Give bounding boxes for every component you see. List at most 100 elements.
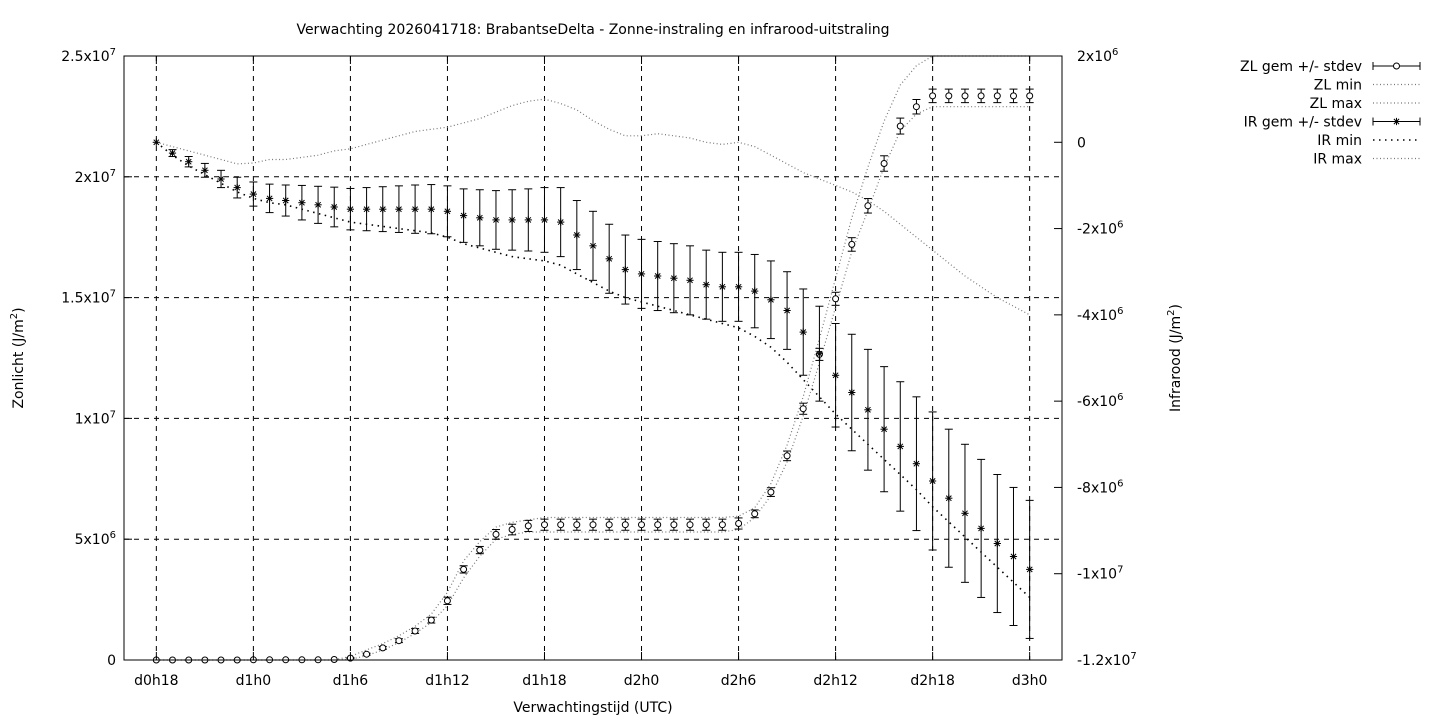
zl-point (1026, 92, 1034, 100)
ir-point (961, 509, 969, 517)
x-tick-label: d0h18 (134, 673, 178, 689)
ir-point (201, 166, 209, 174)
y-right-tick-label-text: 0 (1077, 135, 1086, 151)
ir-point (476, 214, 484, 222)
ir-point (815, 350, 824, 358)
ir-point-stroke (509, 216, 516, 223)
legend-swatch-marker (1393, 62, 1400, 70)
y-left-tick-label-text: 5x10 (75, 532, 110, 548)
y-right-tick-label-exp: 6 (1112, 47, 1118, 58)
ir-point-stroke (315, 201, 322, 208)
ir-point (799, 328, 807, 336)
x-tick-label: d2h18 (910, 673, 954, 689)
y-left-tick-label-text: 0 (107, 653, 116, 669)
zl-point (541, 521, 548, 529)
ir-point (266, 194, 274, 202)
y-right-tick-label-text: 2x10 (1077, 49, 1112, 65)
ir-point (1009, 552, 1018, 561)
ir-point-stroke (218, 176, 224, 182)
y-left-tick-label: 5x106 (75, 530, 116, 548)
ir-point (346, 205, 354, 213)
ir-point-stroke (590, 242, 596, 249)
ir-point-stroke (250, 191, 257, 198)
zl-point (492, 530, 500, 538)
ir-point-stroke (654, 273, 661, 279)
legend-label: ZL min (1314, 78, 1362, 94)
ir-point-stroke (379, 206, 386, 213)
y-axis-label-right-base: Infrarood (J/m (1168, 316, 1184, 412)
y-left-tick-label-text: 2x10 (75, 170, 110, 186)
y-left-tick-label: 2x107 (75, 168, 116, 186)
zl-point (524, 522, 532, 530)
ir-point-stroke (282, 197, 289, 204)
ir-point (217, 175, 225, 183)
ir-point (654, 272, 662, 280)
ir-point (411, 205, 419, 213)
ir-point-stroke (347, 206, 354, 213)
x-tick-label: d3h0 (1012, 673, 1048, 689)
zl-point (751, 510, 759, 518)
ir-point-stroke (169, 150, 176, 157)
ir-point (492, 216, 500, 224)
y-left-tick-label: 1.5x107 (61, 289, 116, 307)
y-right-tick-label: 0 (1077, 135, 1086, 151)
ir-point-stroke (994, 540, 1001, 547)
zl-max-line (156, 55, 1030, 661)
ir-point-stroke (476, 214, 483, 221)
y-axis-label-right-sup: 2 (1166, 309, 1177, 315)
ir-point (443, 207, 451, 215)
y-left-tick-label-text: 1.5x10 (61, 291, 109, 307)
y-left-tick-label-text: 1x10 (75, 411, 110, 427)
ir-point (783, 306, 791, 315)
ir-point-stroke (897, 443, 904, 450)
zl-point (573, 521, 581, 529)
ir-point (1026, 565, 1034, 574)
ir-point (605, 255, 613, 263)
zl-point (638, 521, 645, 529)
x-tick-label: d2h6 (721, 673, 757, 689)
zl-points (152, 92, 1034, 664)
y-right-tick-label: -1.2x107 (1077, 651, 1137, 669)
ir-point-stroke (395, 206, 402, 213)
zl-point (460, 565, 468, 573)
ir-point (152, 138, 160, 146)
y-left-tick-label-exp: 7 (110, 168, 116, 179)
y-axis-label-right: Infrarood (J/m2) (1166, 304, 1184, 412)
grid-layer (124, 56, 1062, 660)
zl-point (670, 521, 678, 529)
y-left-tick-label: 1x107 (75, 409, 116, 427)
zl-point (848, 240, 856, 248)
ir-point-stroke (670, 275, 677, 282)
zl-point (864, 202, 872, 210)
ir-point (557, 218, 565, 226)
zl-point (605, 521, 613, 529)
ir-point (831, 371, 840, 379)
zl-point (621, 521, 629, 529)
ir-point (540, 216, 549, 224)
ir-point-stroke (832, 372, 839, 379)
ir-point-stroke (153, 139, 160, 146)
zl-point (961, 92, 969, 100)
zl-point (702, 521, 710, 529)
legend-label: ZL gem +/- stdev (1240, 59, 1362, 75)
y-right-tick-label: -4x106 (1077, 306, 1123, 324)
ir-point (977, 524, 985, 533)
ir-point-stroke (945, 495, 952, 502)
ir-point-stroke (784, 307, 791, 314)
ir-point-stroke (848, 389, 855, 396)
zl-min-line (156, 106, 1030, 661)
y-right-tick-label: -1x107 (1077, 565, 1123, 583)
x-tick-label: d2h0 (624, 673, 660, 689)
zl-point (411, 627, 419, 635)
ir-point (427, 205, 435, 213)
zl-point (735, 520, 743, 527)
ir-point (912, 460, 921, 468)
y-left-tick-label: 0 (107, 653, 116, 669)
ir-point-stroke (266, 195, 273, 202)
ir-point-stroke (1026, 566, 1033, 573)
y-left-tick-label: 2.5x107 (61, 47, 116, 65)
y-axis-label-left: Zonlicht (J/m2) (9, 307, 27, 408)
chart-title: Verwachting 2026041718: BrabantseDelta -… (296, 22, 889, 38)
ir-point-stroke (412, 206, 419, 213)
ir-point (282, 196, 290, 205)
